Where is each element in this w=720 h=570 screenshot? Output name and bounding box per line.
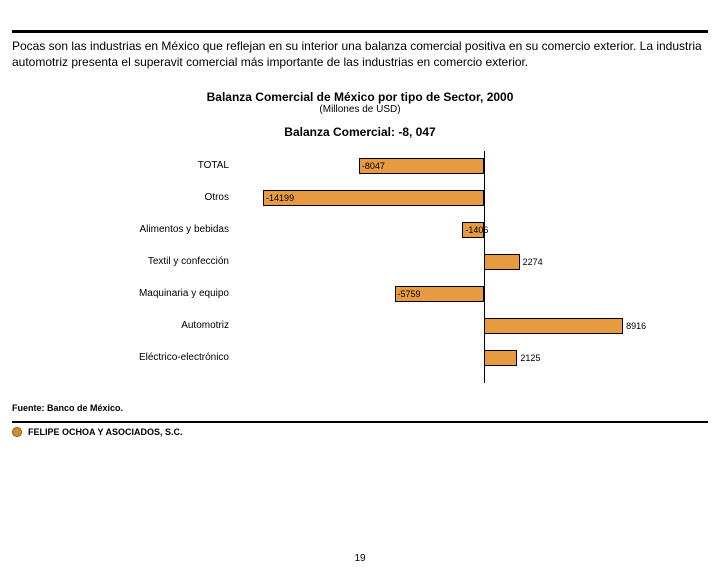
- chart-row: Otros -14199: [80, 187, 640, 209]
- chart-subtitle: (Millones de USD): [0, 104, 720, 115]
- chart-row: Alimentos y bebidas -1406: [80, 219, 640, 241]
- chart-bar: [484, 254, 519, 270]
- source-note: Fuente: Banco de México.: [12, 403, 708, 413]
- chart-category-label: Maquinaria y equipo: [80, 283, 235, 305]
- chart-category-label: TOTAL: [80, 155, 235, 177]
- chart-bar: [484, 350, 517, 366]
- chart-title: Balanza Comercial de México por tipo de …: [0, 90, 720, 104]
- chart-bar: [263, 190, 484, 206]
- chart-row: Automotriz8916: [80, 315, 640, 337]
- balance-summary: Balanza Comercial: -8, 047: [0, 125, 720, 139]
- chart-category-label: Eléctrico-electrónico: [80, 347, 235, 369]
- footer-rule: [12, 421, 708, 423]
- chart-row: Eléctrico-electrónico 2125: [80, 347, 640, 369]
- chart-category-label: Automotriz: [80, 315, 235, 337]
- chart-value-label: 8916: [626, 315, 646, 337]
- chart-value-label: -8047: [362, 155, 385, 177]
- chart-category-label: Textil y confección: [80, 251, 235, 273]
- chart-row: Maquinaria y equipo -5759: [80, 283, 640, 305]
- chart-value-label: -14199: [266, 187, 294, 209]
- chart-category-label: Otros: [80, 187, 235, 209]
- footer-logo-icon: [12, 427, 22, 437]
- chart-row: TOTAL -8047: [80, 155, 640, 177]
- chart-value-label: 2274: [523, 251, 543, 273]
- top-rule: [12, 30, 708, 33]
- intro-paragraph: Pocas son las industrias en México que r…: [12, 39, 708, 70]
- footer: FELIPE OCHOA Y ASOCIADOS, S.C.: [12, 427, 708, 437]
- balance-bar-chart: TOTAL -8047 Otros -14199 Alimentos y bebidas…: [80, 151, 640, 383]
- page-number: 19: [354, 553, 365, 564]
- chart-value-label: -5759: [398, 283, 421, 305]
- footer-company: FELIPE OCHOA Y ASOCIADOS, S.C.: [28, 427, 183, 437]
- chart-category-label: Alimentos y bebidas: [80, 219, 235, 241]
- chart-row: Textil y confección 2274: [80, 251, 640, 273]
- chart-bar: [484, 318, 623, 334]
- chart-title-block: Balanza Comercial de México por tipo de …: [0, 90, 720, 115]
- chart-value-label: -1406: [465, 219, 488, 241]
- chart-value-label: 2125: [520, 347, 540, 369]
